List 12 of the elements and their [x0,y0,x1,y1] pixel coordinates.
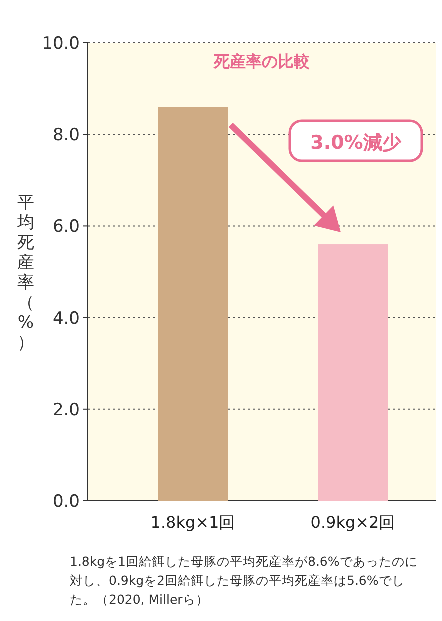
text: 1.8kgを1回給餌した母豚の平均死産率が8.6%であったのに対し、0.9kgを2回給餌した母豚の平均死産率は5.6%でした。（2020, Millerら） [70,553,419,609]
y-axis-title: 平均死産率（%） [16,193,34,353]
y-tick-label: 10.0 [42,34,80,54]
y-tick-label: 0.0 [52,492,80,512]
y-tick-label: 6.0 [52,217,80,238]
x-tick-label: 0.9kg×2回 [310,513,396,532]
x-tick-label: 1.8kg×1回 [150,513,236,532]
text: 死産率の比較 [213,52,311,71]
annotation: 3.0%減少 [310,132,402,154]
y-tick-label: 8.0 [52,126,80,146]
y-tick-label: 4.0 [52,308,80,329]
y-tick-label: 2.0 [52,400,80,420]
